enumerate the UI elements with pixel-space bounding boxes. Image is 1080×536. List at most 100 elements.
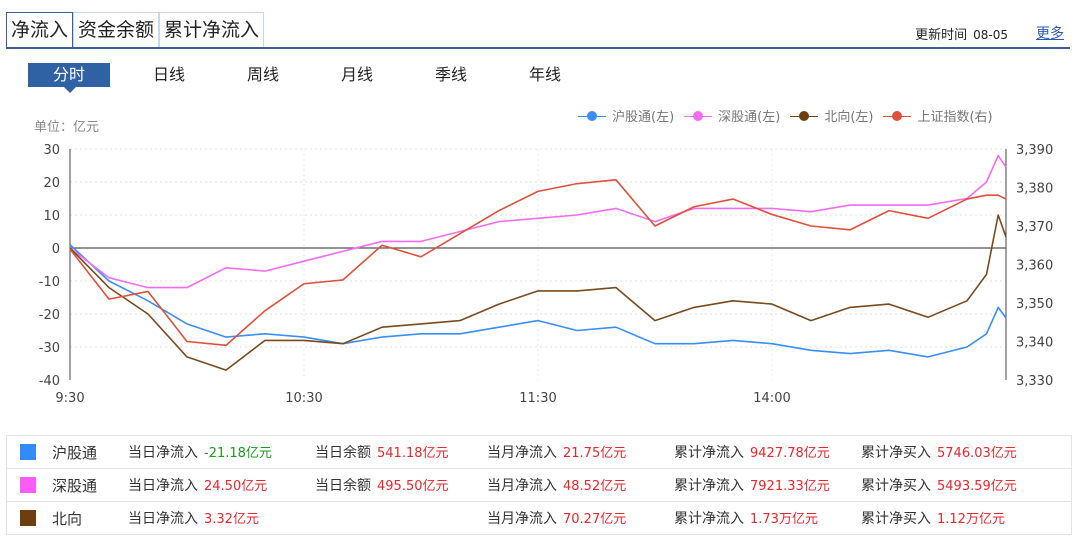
table-cell: 累计净买入 5746.03亿元 bbox=[861, 442, 1051, 462]
row-name: 深股通 bbox=[52, 476, 98, 495]
legend-index[interactable]: 上证指数(右) bbox=[883, 106, 993, 125]
cell-label: 当日余额 bbox=[315, 445, 371, 461]
cell-label: 累计净买入 bbox=[861, 511, 931, 527]
cell-value: 1.12万亿元 bbox=[937, 512, 1005, 527]
x-tick-label: 11:30 bbox=[519, 391, 556, 406]
cell-value: 1.73万亿元 bbox=[750, 512, 818, 527]
table-row: 沪股通 当日净流入 -21.18亿元 当日余额 541.18亿元 当月净流入 21.75亿元… bbox=[7, 436, 1071, 468]
line-chart: 30 20 10 0 -10 -20 -30 -40 3,390 3,380 3,370 3,360 3… bbox=[39, 143, 1053, 406]
table-cell: 累计净流入 9427.78亿元 bbox=[674, 442, 861, 462]
cell-label: 当月净流入 bbox=[487, 511, 557, 527]
summary-table: 沪股通 当日净流入 -21.18亿元 当日余额 541.18亿元 当月净流入 21.75亿元… bbox=[6, 435, 1072, 535]
table-row: 深股通 当日净流入 24.50亿元 当日余额 495.50亿元 当月净流入 48.52亿元 累… bbox=[7, 468, 1071, 501]
table-cell: 累计净买入 5493.59亿元 bbox=[861, 475, 1051, 495]
table-cell: 当日余额 495.50亿元 bbox=[315, 475, 487, 495]
y-left-tick-label: -30 bbox=[39, 341, 60, 356]
cell-value: 495.50亿元 bbox=[377, 479, 449, 494]
color-swatch-icon bbox=[20, 477, 36, 493]
color-swatch-icon bbox=[20, 510, 36, 526]
x-tick-label: 9:30 bbox=[55, 391, 84, 406]
table-cell: 当月净流入 70.27亿元 bbox=[487, 508, 674, 528]
legend-north[interactable]: 北向(左) bbox=[790, 106, 873, 125]
cell-value: 24.50亿元 bbox=[204, 479, 268, 494]
legend-marker-icon bbox=[790, 110, 819, 121]
chart-legend: 沪股通(左) 深股通(左) 北向(左) 上证指数(右) bbox=[578, 106, 1003, 125]
cell-value: -21.18亿元 bbox=[204, 446, 272, 461]
divider bbox=[6, 47, 1070, 49]
series-line-2 bbox=[69, 214, 1007, 371]
unit-label: 单位：亿元 bbox=[34, 120, 100, 135]
period-tabs: 分时 日线 周线 月线 季线 年线 bbox=[28, 63, 592, 93]
row-name: 北向 bbox=[52, 509, 83, 528]
table-cell: 当日余额 541.18亿元 bbox=[315, 442, 487, 462]
series-line-3 bbox=[69, 178, 1007, 347]
cell-label: 当日净流入 bbox=[128, 478, 198, 494]
update-date: 08-05 bbox=[973, 28, 1008, 42]
legend-marker-icon bbox=[883, 110, 912, 121]
table-cell: 当月净流入 21.75亿元 bbox=[487, 442, 674, 462]
y-left-tick-label: 10 bbox=[43, 209, 60, 224]
cell-label: 当日净流入 bbox=[128, 445, 198, 461]
x-tick-label: 10:30 bbox=[285, 391, 322, 406]
period-daily[interactable]: 日线 bbox=[152, 65, 185, 84]
cell-label: 当日净流入 bbox=[128, 511, 198, 527]
y-right-tick-label: 3,350 bbox=[1016, 297, 1053, 312]
tab-cumulative-inflow[interactable]: 累计净流入 bbox=[159, 12, 265, 48]
y-left-tick-label: -20 bbox=[39, 308, 60, 323]
period-yearly[interactable]: 年线 bbox=[528, 65, 561, 84]
y-left-tick-label: 30 bbox=[43, 143, 60, 158]
legend-marker-icon bbox=[578, 110, 606, 121]
cell-label: 累计净流入 bbox=[674, 511, 744, 527]
table-cell: 当日净流入 -21.18亿元 bbox=[128, 442, 315, 462]
legend-sh[interactable]: 沪股通(左) bbox=[578, 106, 674, 125]
cell-value: 48.52亿元 bbox=[563, 479, 627, 494]
more-link[interactable]: 更多 bbox=[1036, 26, 1064, 42]
cell-label: 累计净流入 bbox=[674, 445, 744, 461]
main-tabs: 净流入 资金余额 累计净流入 bbox=[6, 12, 265, 48]
cell-label: 累计净买入 bbox=[861, 478, 931, 494]
y-left-tick-label: -10 bbox=[39, 275, 60, 290]
y-right-tick-label: 3,330 bbox=[1016, 374, 1053, 389]
y-right-tick-label: 3,380 bbox=[1016, 182, 1053, 197]
period-intraday[interactable]: 分时 bbox=[28, 63, 110, 93]
y-right-tick-label: 3,370 bbox=[1016, 220, 1053, 235]
y-left-tick-label: 20 bbox=[43, 176, 60, 191]
tab-net-inflow[interactable]: 净流入 bbox=[6, 12, 74, 48]
cell-label: 累计净买入 bbox=[861, 445, 931, 461]
legend-label: 北向(左) bbox=[824, 110, 874, 125]
legend-label: 沪股通(左) bbox=[612, 110, 675, 125]
y-left-tick-label: 0 bbox=[52, 242, 60, 257]
cell-value: 9427.78亿元 bbox=[750, 446, 830, 461]
period-weekly[interactable]: 周线 bbox=[246, 65, 279, 84]
y-right-tick-label: 3,360 bbox=[1016, 259, 1053, 274]
table-cell: 累计净流入 7921.33亿元 bbox=[674, 475, 861, 495]
series-line-1 bbox=[69, 154, 1007, 289]
cell-label: 当月净流入 bbox=[487, 445, 557, 461]
y-left-tick-label: -40 bbox=[39, 374, 60, 389]
update-label: 更新时间 bbox=[915, 28, 968, 43]
update-time: 更新时间 08-05 bbox=[915, 24, 1008, 43]
legend-sz[interactable]: 深股通(左) bbox=[684, 106, 780, 125]
y-right-tick-label: 3,390 bbox=[1016, 143, 1053, 158]
legend-marker-icon bbox=[684, 110, 713, 121]
table-row: 北向 当日净流入 3.32亿元 当月净流入 70.27亿元 累计净流入 1.73万亿元 累计净… bbox=[7, 501, 1071, 534]
cell-label: 累计净流入 bbox=[674, 478, 744, 494]
cell-value: 541.18亿元 bbox=[377, 446, 449, 461]
table-cell: 累计净买入 1.12万亿元 bbox=[861, 508, 1051, 528]
cell-value: 70.27亿元 bbox=[563, 512, 627, 527]
cell-label: 当日余额 bbox=[315, 478, 371, 494]
cell-value: 5493.59亿元 bbox=[937, 479, 1017, 494]
table-cell: 累计净流入 1.73万亿元 bbox=[674, 508, 861, 528]
cell-value: 21.75亿元 bbox=[563, 446, 627, 461]
table-cell: 当日净流入 3.32亿元 bbox=[128, 508, 315, 528]
tab-fund-balance[interactable]: 资金余额 bbox=[73, 12, 160, 48]
cell-value: 7921.33亿元 bbox=[750, 479, 830, 494]
cell-value: 5746.03亿元 bbox=[937, 446, 1017, 461]
table-cell: 当日净流入 24.50亿元 bbox=[128, 475, 315, 495]
period-monthly[interactable]: 月线 bbox=[340, 65, 373, 84]
cell-label: 当月净流入 bbox=[487, 478, 557, 494]
series-line-0 bbox=[69, 244, 1007, 358]
y-right-tick-label: 3,340 bbox=[1016, 336, 1053, 351]
period-quarterly[interactable]: 季线 bbox=[434, 65, 467, 84]
color-swatch-icon bbox=[20, 444, 36, 460]
